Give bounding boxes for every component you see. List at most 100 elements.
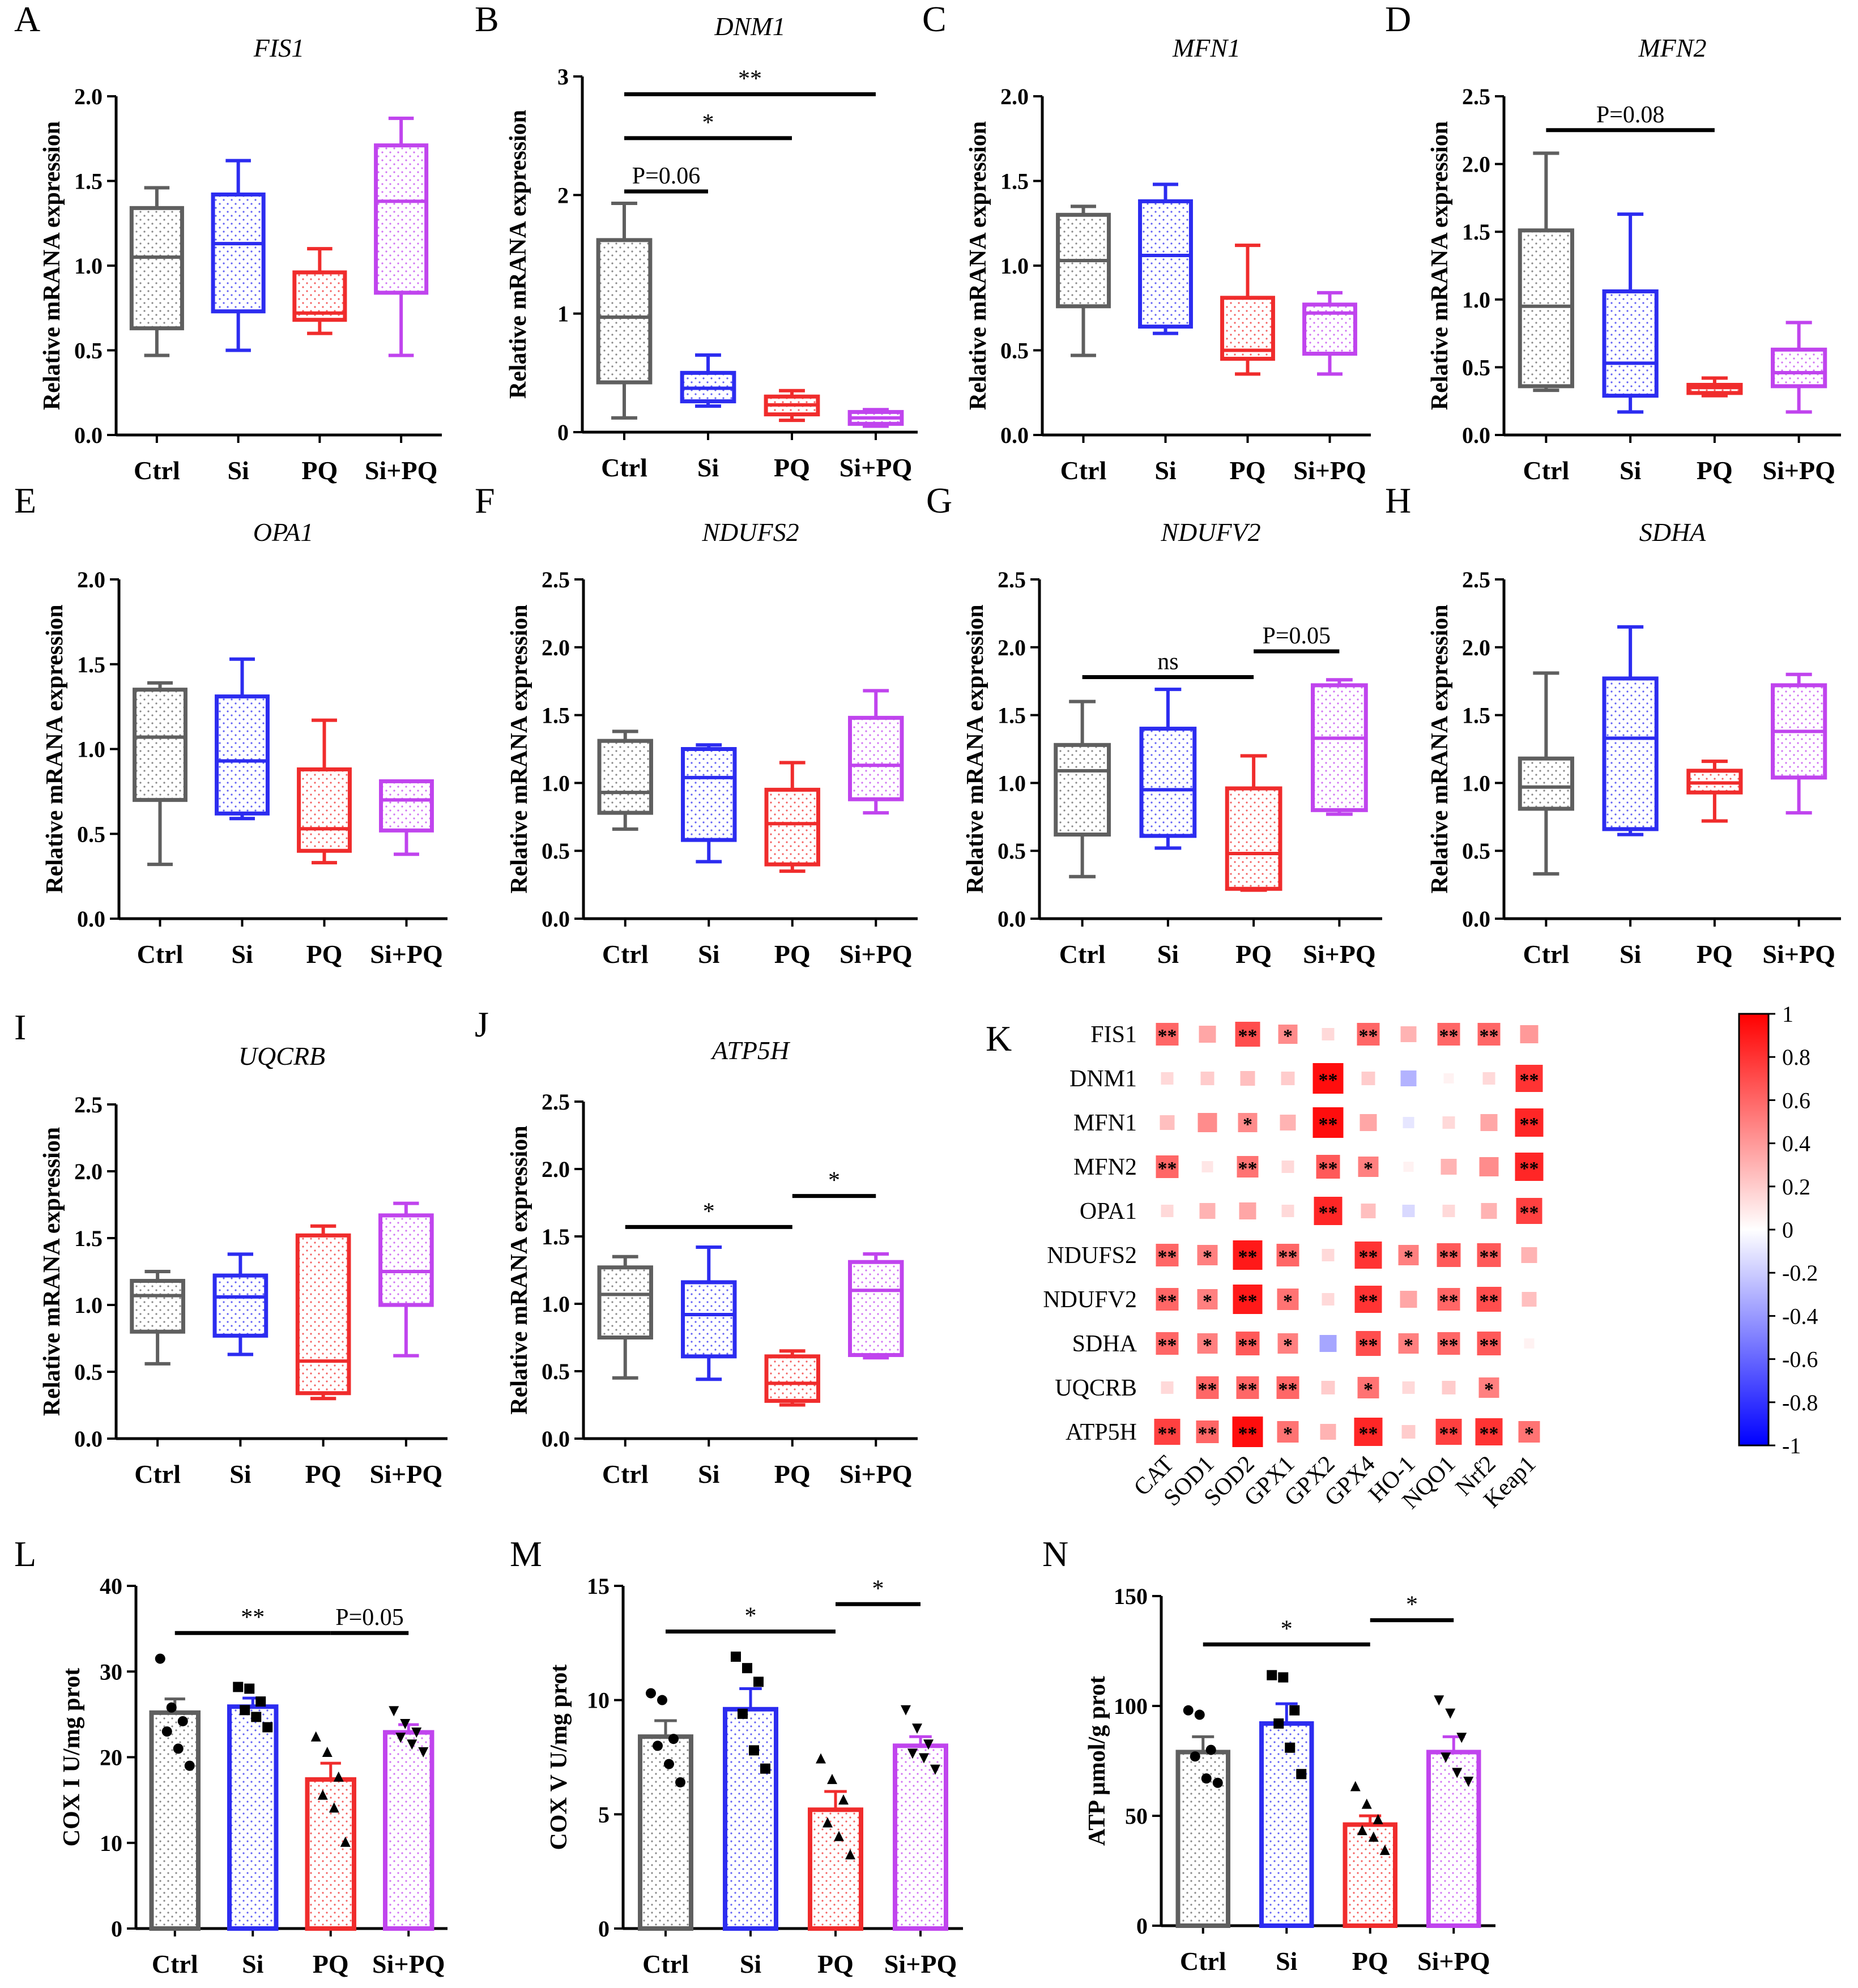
box: [597, 1265, 653, 1339]
y-tick-label: 1.5: [998, 703, 1026, 728]
heatmap-star: **: [1520, 1114, 1539, 1135]
y-tick-label: 2.0: [542, 635, 570, 660]
heatmap-star: **: [1158, 1423, 1177, 1444]
significance-label: *: [828, 1168, 840, 1194]
heatmap-cell: [1361, 1204, 1376, 1218]
significance-label: **: [738, 66, 762, 92]
x-tick-label: Ctrl: [642, 1949, 689, 1978]
heatmap-star: **: [1158, 1158, 1177, 1179]
y-tick-label: 0: [111, 1916, 122, 1942]
data-point: [166, 1702, 177, 1713]
heatmap-cell: [1232, 1417, 1263, 1447]
data-point: [333, 1771, 344, 1782]
box: [374, 143, 429, 295]
x-tick-label: PQ: [774, 940, 811, 969]
y-axis-label: COX V U/mg prot: [546, 1665, 572, 1850]
heatmap-star: **: [1238, 1291, 1258, 1312]
y-axis-label: Relative mRANA expression: [39, 121, 65, 410]
x-tick-label: PQ: [1230, 456, 1266, 485]
data-point: [646, 1688, 656, 1699]
heatmap-cell: [1161, 1381, 1174, 1394]
y-tick-label: 1.0: [74, 253, 103, 279]
y-tick-label: 1.0: [1000, 253, 1029, 279]
heatmap-cell: [1357, 1377, 1379, 1398]
data-point: [233, 1682, 244, 1692]
colorbar-tick-label: -1: [1782, 1433, 1801, 1458]
heatmap-cell: [1156, 1332, 1179, 1355]
y-tick-label: 1.0: [77, 737, 105, 762]
y-tick-label: 50: [1125, 1803, 1148, 1829]
bar: [808, 1807, 863, 1931]
heatmap-cell: [1400, 1026, 1417, 1042]
heatmap-cell: [1237, 1156, 1259, 1178]
panel-F: F NDUFS2 0.0 0.5 1.0 1.5 2.0 2.5 Relative mRANA …: [475, 480, 918, 969]
data-point: [901, 1705, 911, 1716]
y-tick-label: 2.0: [1000, 84, 1029, 109]
y-tick-label: 0.0: [74, 423, 103, 448]
y-tick-label: 0: [1136, 1913, 1148, 1939]
y-tick-label: 0.5: [74, 1359, 103, 1385]
heatmap-star: *: [1203, 1291, 1212, 1312]
panel-N: N 0 50 100 150 ATP μmol/g prot Ctrl Si PQ Si+PQ * *: [1042, 1534, 1495, 1976]
y-tick-label: 150: [1114, 1584, 1148, 1609]
panel-letter: K: [986, 1018, 1012, 1059]
y-tick-label: 1.5: [77, 652, 105, 677]
x-tick-label: Si: [1154, 456, 1177, 485]
y-tick-label: 1.0: [1462, 770, 1490, 796]
y-axis-label: Relative mRANA expression: [506, 1125, 532, 1414]
panel-letter: D: [1385, 0, 1411, 39]
significance-label: *: [872, 1576, 884, 1602]
y-tick-label: 1.5: [1462, 703, 1490, 728]
box: [129, 206, 184, 331]
bar: [305, 1777, 356, 1931]
y-tick-label: 2.0: [1462, 152, 1490, 177]
significance-label: *: [1281, 1616, 1293, 1642]
colorbar-tick-label: 0.8: [1782, 1044, 1810, 1070]
box: [378, 1213, 434, 1307]
colorbar-tick-label: 1: [1782, 1001, 1793, 1027]
heatmap-star: *: [1484, 1379, 1494, 1400]
heatmap-cell: [1316, 1155, 1340, 1179]
significance-label: **: [241, 1605, 265, 1631]
x-tick-label: Ctrl: [152, 1949, 198, 1978]
gene-title: MFN1: [1172, 33, 1241, 62]
y-tick-label: 0.5: [1000, 338, 1029, 364]
heatmap-cell: [1400, 1291, 1417, 1308]
data-point: [322, 1746, 333, 1757]
data-point: [1350, 1781, 1361, 1791]
data-point: [161, 1726, 172, 1737]
x-tick-label: Si+PQ: [370, 940, 442, 969]
y-tick-label: 5: [598, 1802, 610, 1827]
heatmap-cell: [1520, 1025, 1539, 1043]
panel-C: C MFN1 0.0 0.5 1.0 1.5 2.0 Relative mRANA expre…: [922, 0, 1371, 485]
heatmap-star: **: [1319, 1158, 1338, 1179]
heatmap-cell: [1522, 1292, 1537, 1307]
colorbar-tick-label: -0.4: [1782, 1303, 1818, 1329]
y-tick-label: 2.5: [1462, 84, 1490, 109]
box: [848, 1260, 904, 1357]
heatmap-star: **: [1158, 1335, 1177, 1356]
x-tick-label: Si: [698, 1460, 720, 1488]
heatmap-cell: [1314, 1197, 1343, 1225]
box: [1225, 786, 1282, 891]
data-point: [389, 1706, 399, 1717]
x-tick-label: Si: [1157, 940, 1179, 969]
heatmap-cell: [1196, 1376, 1219, 1399]
heatmap-cell: [1481, 1203, 1497, 1219]
data-point: [838, 1794, 849, 1805]
y-tick-label: 1.5: [74, 169, 103, 194]
heatmap-cell: [1361, 1072, 1375, 1085]
data-point: [845, 1849, 855, 1859]
heatmap-star: **: [1198, 1379, 1217, 1400]
panel-letter: L: [14, 1534, 36, 1574]
data-point: [1357, 1825, 1367, 1836]
bar: [383, 1730, 434, 1931]
y-tick-label: 2.0: [74, 84, 103, 109]
x-tick-label: Ctrl: [1060, 456, 1107, 485]
colorbar-tick-label: 0.2: [1782, 1174, 1810, 1200]
data-point: [930, 1764, 940, 1775]
heatmap-star: **: [1480, 1335, 1499, 1356]
panel-B: B DNM1 0 1 2 3 Relative mRANA expression Ctrl Si…: [475, 0, 918, 482]
heatmap-star: **: [1279, 1247, 1298, 1268]
